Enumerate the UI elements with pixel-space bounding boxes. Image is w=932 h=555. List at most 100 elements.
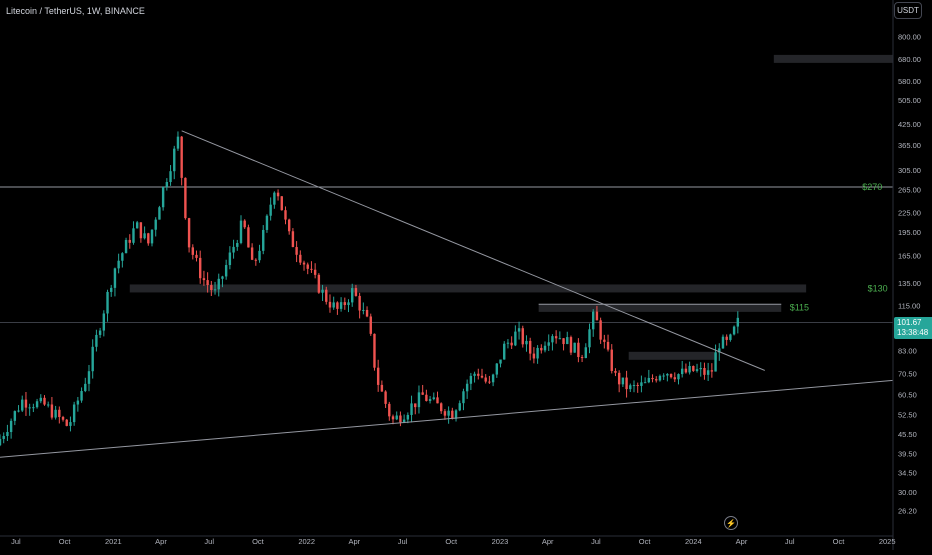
candle-body — [651, 377, 654, 380]
x-tick-label: 2022 — [298, 537, 315, 546]
y-tick-label: 505.00 — [898, 96, 921, 105]
candle-body — [540, 347, 543, 351]
y-tick-label: 26.20 — [898, 507, 917, 516]
candle-body — [273, 192, 276, 205]
candle-body — [28, 407, 31, 409]
candle-body — [199, 257, 202, 279]
price-zone — [628, 351, 718, 360]
candle-body — [154, 219, 157, 230]
candle-body — [402, 419, 406, 423]
candle-body — [143, 233, 146, 239]
candle-body — [699, 367, 702, 370]
candle-body — [573, 342, 576, 353]
candle-body — [521, 328, 524, 345]
candle-body — [121, 253, 124, 261]
candle-body — [721, 336, 725, 349]
y-tick-label: 39.50 — [898, 450, 917, 459]
candle-body — [417, 392, 421, 408]
candle-body — [128, 239, 131, 243]
candle-body — [462, 391, 465, 404]
candle-body — [54, 409, 57, 418]
candle-body — [80, 391, 83, 401]
candle-body — [536, 347, 539, 359]
candle-body — [732, 326, 736, 335]
level-label: $115 — [790, 302, 809, 312]
candle-body — [206, 280, 209, 286]
candle-body — [139, 222, 143, 239]
price-zone — [773, 54, 893, 63]
candle-body — [58, 409, 61, 418]
candle-body — [603, 339, 606, 342]
candle-body — [187, 218, 191, 248]
currency-button[interactable]: USDT — [894, 2, 922, 19]
candle-body — [362, 309, 365, 311]
candle-body — [106, 291, 109, 314]
candle-body — [269, 204, 272, 216]
y-tick-label: 165.00 — [898, 251, 921, 260]
candle-body — [98, 330, 102, 335]
x-tick-label: 2025 — [879, 537, 896, 546]
candle-body — [614, 370, 617, 373]
candle-body — [76, 400, 80, 405]
candle-body — [72, 404, 76, 423]
candle-body — [39, 397, 42, 402]
y-tick-label: 800.00 — [898, 32, 921, 41]
x-tick-label: Oct — [59, 537, 72, 546]
candle-body — [24, 399, 28, 408]
y-tick-label: 34.50 — [898, 469, 917, 478]
candle-body — [299, 254, 302, 263]
candle-body — [180, 136, 183, 178]
y-tick-label: 45.50 — [898, 430, 917, 439]
lightning-icon[interactable]: ⚡ — [724, 516, 738, 530]
candle-body — [306, 264, 309, 269]
candle-body — [325, 289, 328, 302]
candle-body — [35, 401, 39, 408]
candle-body — [228, 252, 232, 266]
y-tick-label: 30.00 — [898, 488, 917, 497]
candle-body — [191, 247, 194, 255]
candle-body — [491, 374, 495, 383]
candle-body — [610, 349, 613, 371]
candle-body — [147, 233, 150, 244]
candle-body — [643, 382, 647, 384]
candle-body — [554, 336, 558, 339]
candle-body — [595, 311, 599, 321]
trendline — [181, 130, 766, 371]
candle-body — [262, 229, 265, 251]
candle-body — [488, 381, 491, 383]
y-tick-label: 680.00 — [898, 55, 921, 64]
candle-body — [336, 302, 339, 309]
candle-body — [551, 336, 554, 343]
y-tick-label: 225.00 — [898, 208, 921, 217]
candle-body — [503, 343, 506, 360]
candle-body — [584, 347, 588, 359]
candle-body — [158, 207, 161, 220]
candle-body — [69, 422, 72, 426]
candle-body — [447, 410, 450, 416]
candle-body — [692, 365, 695, 371]
candle-body — [406, 414, 410, 420]
candle-body — [525, 340, 528, 345]
candle-body — [725, 336, 728, 340]
candle-body — [46, 404, 50, 406]
candle-body — [569, 337, 573, 353]
candle-body — [599, 320, 602, 340]
candle-body — [658, 375, 662, 381]
candle-body — [617, 372, 621, 385]
candle-body — [436, 397, 439, 404]
candle-body — [176, 136, 180, 149]
candle-body — [399, 415, 402, 423]
x-tick-label: Jul — [11, 537, 21, 546]
candle-body — [458, 403, 461, 411]
candle-body — [629, 385, 632, 390]
candle-body — [514, 331, 517, 346]
candle-body — [2, 436, 5, 439]
candle-body — [480, 375, 484, 378]
candle-body — [425, 394, 428, 401]
current-price-label: 101.67 13:38:48 — [894, 316, 932, 339]
candle-body — [680, 368, 684, 375]
candle-body — [703, 367, 706, 375]
candle-body — [165, 182, 169, 188]
